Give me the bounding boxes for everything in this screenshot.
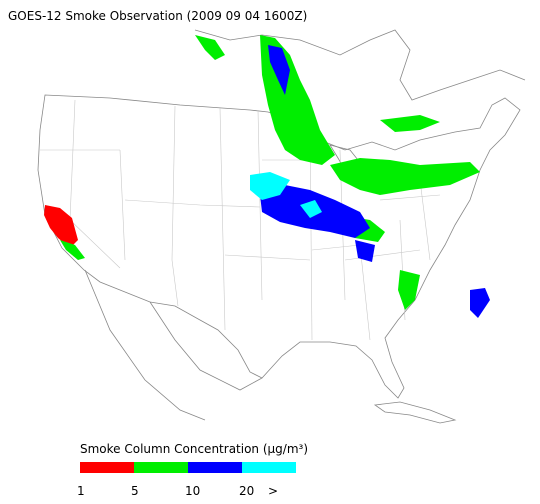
legend-swatch [80,462,134,473]
legend-title: Smoke Column Concentration (μg/m³) [80,442,308,456]
legend-swatch [134,462,188,473]
canada-coast [194,29,526,101]
legend-label: 1 [77,484,85,498]
legend-swatch [242,462,296,473]
legend-label: 20 [239,484,254,498]
smoke-patch [250,172,290,200]
legend-label: > [268,484,278,498]
mexico [84,269,263,421]
smoke-patch [380,115,440,132]
map-title: GOES-12 Smoke Observation (2009 09 04 16… [8,9,307,23]
us-border [37,94,521,399]
smoke-patch [44,205,78,248]
smoke-patch [470,288,490,318]
legend-label: 10 [185,484,200,498]
smoke-patch [300,200,322,218]
state-lines [40,99,441,341]
smoke-patch [195,35,225,60]
smoke-areas [44,35,490,318]
legend-label: 5 [131,484,139,498]
cuba [373,401,457,424]
smoke-patch [268,45,290,95]
legend-swatch [188,462,242,473]
smoke-patch [330,158,480,195]
smoke-patch [398,270,420,310]
smoke-patch [60,240,85,260]
legend-bar: 1 5 10 20 > [77,462,296,498]
smoke-patch [355,240,375,262]
